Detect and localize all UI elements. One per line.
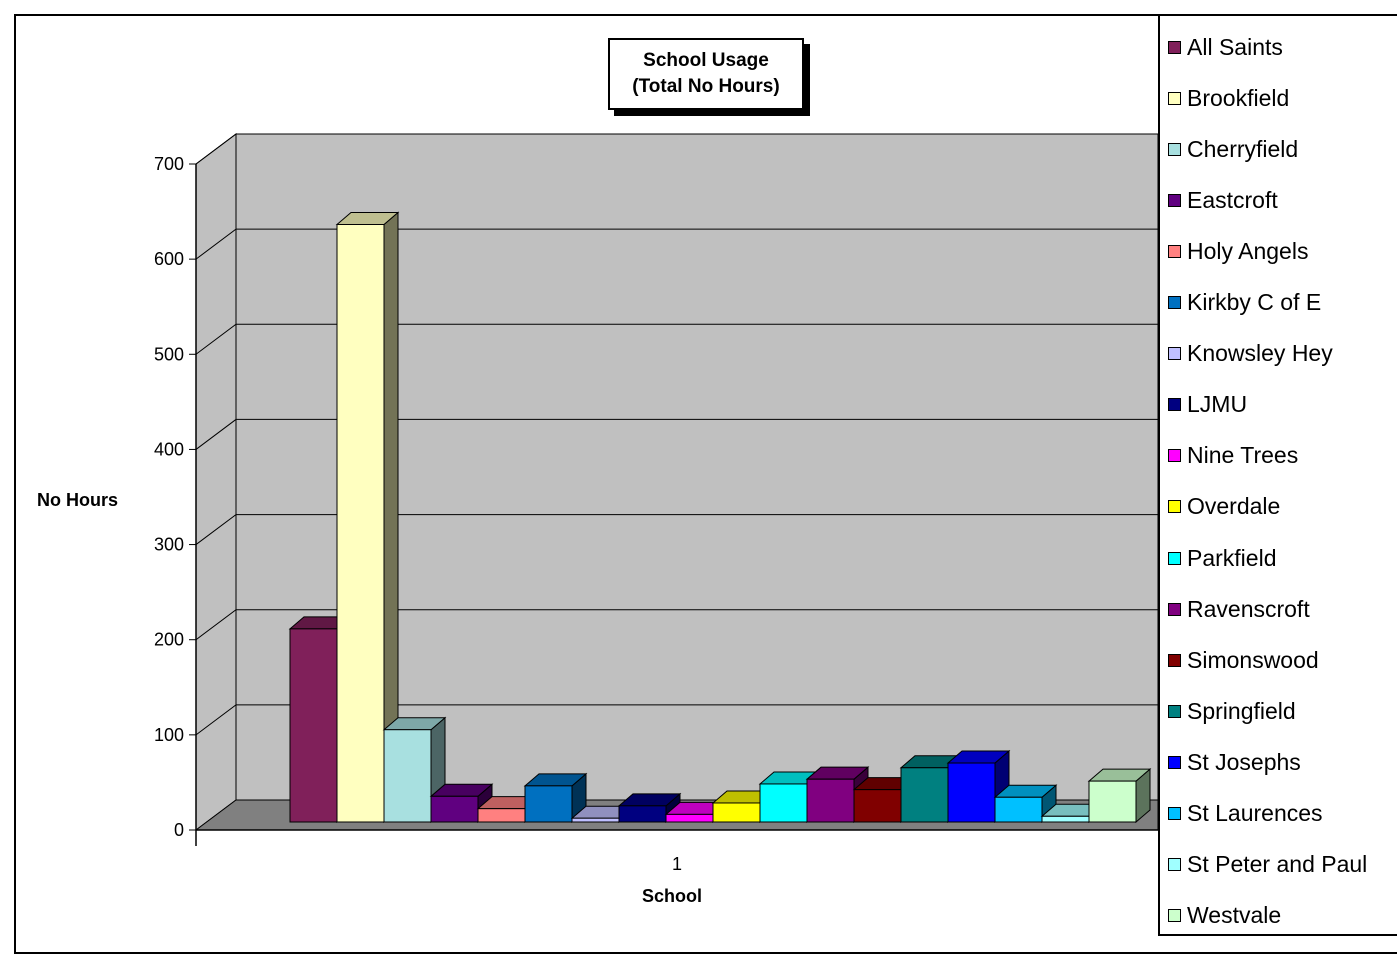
- bar: [900, 767, 949, 823]
- legend-item: All Saints: [1168, 34, 1283, 60]
- legend-swatch: [1168, 296, 1181, 309]
- y-tick-label: 500: [154, 344, 184, 364]
- legend-swatch: [1168, 347, 1181, 361]
- bar: [712, 802, 761, 823]
- y-tick-label: 400: [154, 439, 184, 459]
- legend-item: Knowsley Hey: [1168, 340, 1333, 367]
- legend-label: Overdale: [1187, 493, 1281, 520]
- chart-title-line2: (Total No Hours): [632, 76, 780, 97]
- legend-item: Simonswood: [1168, 647, 1319, 673]
- legend-swatch: [1168, 755, 1181, 769]
- bar: [524, 785, 573, 823]
- y-tick-label: 100: [154, 725, 184, 745]
- chart-title-box: School Usage (Total No Hours): [608, 38, 804, 110]
- legend-swatch: [1168, 602, 1181, 616]
- gridline: [195, 133, 1158, 165]
- legend-label: St Laurences: [1187, 800, 1323, 826]
- legend-item: Nine Trees: [1168, 442, 1299, 469]
- legend-label: Parkfield: [1187, 544, 1277, 571]
- bar: [994, 796, 1043, 823]
- y-tick-label: 200: [154, 630, 184, 650]
- legend-label: All Saints: [1187, 33, 1283, 60]
- legend-label: Springfield: [1187, 697, 1296, 724]
- legend-label: LJMU: [1187, 391, 1248, 418]
- side-wall: [195, 133, 237, 831]
- legend-swatch: [1168, 807, 1181, 820]
- y-tick-label: 600: [154, 249, 184, 269]
- chart-title-line1: School Usage: [643, 50, 769, 71]
- legend-label: Westvale: [1187, 902, 1282, 929]
- legend-item: Parkfield: [1168, 545, 1276, 571]
- bar: [853, 789, 902, 823]
- legend-label: St Josephs: [1187, 748, 1301, 775]
- x-axis-title: School: [642, 886, 703, 906]
- legend-swatch: [1168, 142, 1181, 156]
- bar: [430, 795, 479, 823]
- legend-item: Holy Angels: [1168, 238, 1308, 264]
- legend-swatch: [1168, 398, 1181, 412]
- gridline: [195, 609, 1158, 641]
- legend-label: Simonswood: [1187, 646, 1319, 673]
- legend-label: Nine Trees: [1187, 442, 1299, 469]
- gridline: [195, 323, 1158, 355]
- legend-swatch: [1168, 91, 1181, 105]
- bar: [1088, 780, 1137, 823]
- bar: [665, 813, 714, 823]
- bar: [336, 224, 385, 823]
- y-tick-label: 300: [154, 535, 184, 555]
- y-axis-title: No Hours: [37, 490, 118, 510]
- bar: [289, 628, 338, 823]
- legend-item: Kirkby C of E: [1168, 289, 1322, 316]
- legend-swatch: [1168, 244, 1181, 258]
- legend-item: Springfield: [1168, 698, 1296, 724]
- legend-item: Cherryfield: [1168, 136, 1298, 162]
- legend-item: LJMU: [1168, 391, 1248, 418]
- legend-item: St Josephs: [1168, 749, 1301, 775]
- y-tick-label: 0: [174, 820, 184, 840]
- gridline: [195, 418, 1158, 450]
- legend-item: Brookfield: [1168, 85, 1289, 111]
- legend-label: Eastcroft: [1187, 186, 1278, 213]
- legend-swatch: [1168, 909, 1181, 923]
- bar: [759, 783, 808, 823]
- legend-swatch: [1168, 40, 1181, 54]
- legend-item: Eastcroft: [1168, 187, 1278, 213]
- bar: [806, 778, 855, 823]
- legend-label: Cherryfield: [1187, 135, 1299, 162]
- legend-label: Brookfield: [1187, 84, 1290, 111]
- legend-label: Ravenscroft: [1187, 595, 1310, 622]
- legend-item: Westvale: [1168, 902, 1282, 929]
- legend-swatch: [1168, 500, 1181, 514]
- legend-swatch: [1168, 449, 1181, 463]
- legend-item: St Peter and Paul: [1168, 851, 1368, 878]
- bar: [383, 729, 432, 823]
- chart-legend: All Saints Brookfield Cherryfield Eastcroft…: [1158, 14, 1397, 936]
- legend-swatch: [1168, 858, 1181, 872]
- legend-swatch: [1168, 193, 1181, 207]
- legend-label: St Peter and Paul: [1187, 851, 1368, 878]
- legend-item: Overdale: [1168, 493, 1281, 520]
- gridline: [195, 704, 1158, 736]
- legend-swatch: [1168, 653, 1181, 667]
- bar: [571, 817, 620, 823]
- gridline: [195, 514, 1158, 545]
- bar: [477, 808, 526, 823]
- x-tick-label: 1: [672, 854, 682, 874]
- legend-item: St Laurences: [1168, 800, 1323, 827]
- chart-title: School Usage (Total No Hours): [608, 38, 810, 116]
- legend-label: Kirkby C of E: [1187, 289, 1322, 315]
- legend-label: Knowsley Hey: [1187, 340, 1333, 367]
- bar: [947, 762, 996, 823]
- y-tick-label: 700: [154, 154, 184, 174]
- bar: [1041, 815, 1090, 823]
- legend-swatch: [1168, 704, 1181, 718]
- legend-swatch: [1168, 551, 1181, 565]
- bar: [618, 805, 667, 823]
- legend-label: Holy Angels: [1187, 237, 1309, 264]
- legend-item: Ravenscroft: [1168, 596, 1310, 622]
- gridline: [195, 228, 1158, 260]
